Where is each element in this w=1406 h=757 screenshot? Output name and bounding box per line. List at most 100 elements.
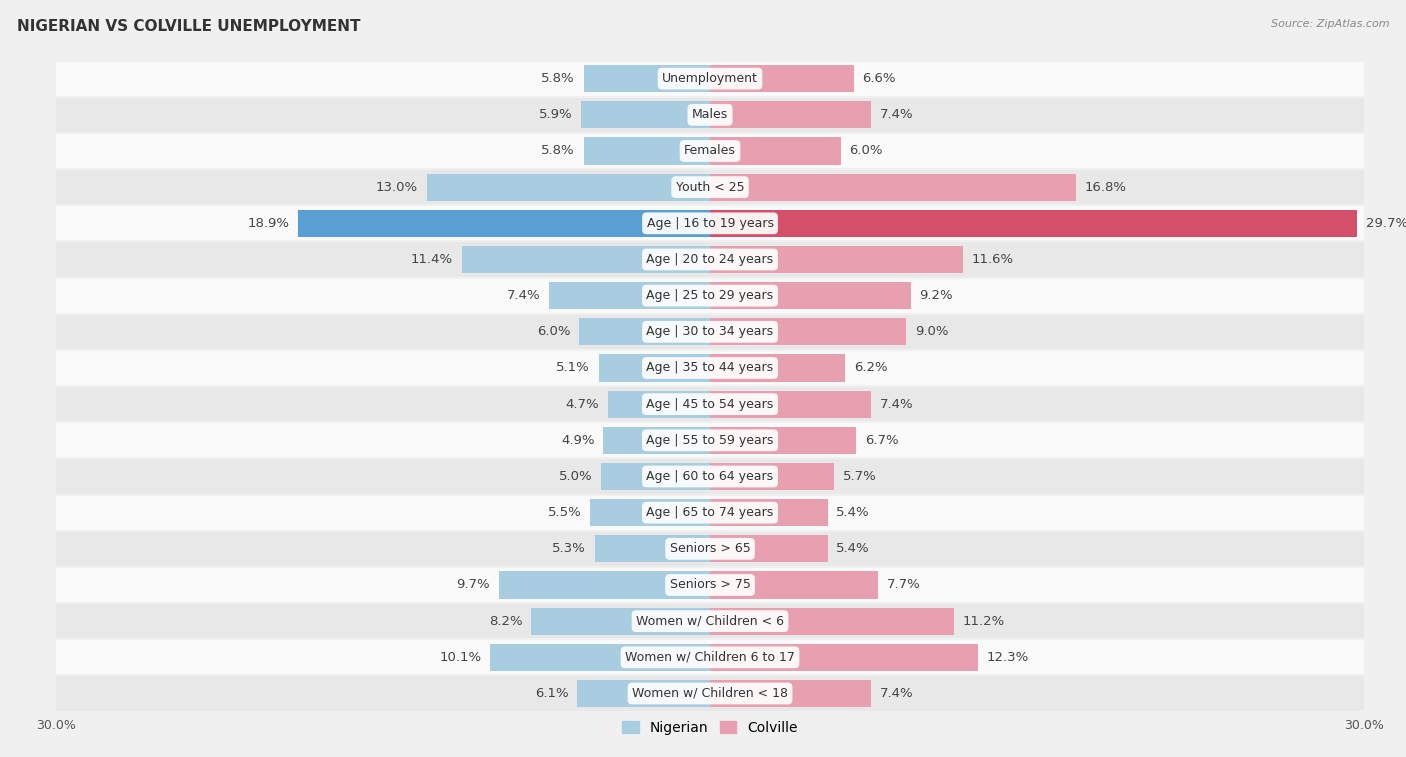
Text: 5.4%: 5.4% (837, 542, 870, 556)
Text: 7.4%: 7.4% (880, 108, 914, 121)
Text: 8.2%: 8.2% (489, 615, 523, 628)
Bar (56, 422, 1364, 459)
Text: 6.2%: 6.2% (853, 362, 887, 375)
Text: 7.4%: 7.4% (880, 397, 914, 410)
Text: Age | 65 to 74 years: Age | 65 to 74 years (647, 506, 773, 519)
Bar (427, 173, 710, 201)
Text: Seniors > 75: Seniors > 75 (669, 578, 751, 591)
Text: 7.4%: 7.4% (506, 289, 540, 302)
Bar (710, 354, 845, 382)
Bar (56, 278, 1364, 313)
Legend: Nigerian, Colville: Nigerian, Colville (617, 715, 803, 740)
Text: Age | 25 to 29 years: Age | 25 to 29 years (647, 289, 773, 302)
Text: 5.8%: 5.8% (541, 72, 575, 85)
Bar (489, 643, 710, 671)
Text: 5.9%: 5.9% (538, 108, 572, 121)
Text: 5.8%: 5.8% (541, 145, 575, 157)
Text: 6.6%: 6.6% (862, 72, 896, 85)
Bar (461, 246, 710, 273)
Bar (56, 603, 1364, 639)
Bar (298, 210, 710, 237)
Bar (710, 463, 834, 490)
Bar (710, 101, 872, 129)
Text: Age | 16 to 19 years: Age | 16 to 19 years (647, 217, 773, 230)
Bar (56, 61, 1364, 97)
Text: 5.5%: 5.5% (548, 506, 582, 519)
Text: Age | 35 to 44 years: Age | 35 to 44 years (647, 362, 773, 375)
Bar (710, 535, 828, 562)
Bar (710, 65, 853, 92)
Bar (56, 494, 1364, 531)
Text: 11.2%: 11.2% (963, 615, 1005, 628)
Text: Age | 45 to 54 years: Age | 45 to 54 years (647, 397, 773, 410)
Bar (56, 675, 1364, 712)
Bar (56, 350, 1364, 386)
Text: 16.8%: 16.8% (1085, 181, 1126, 194)
Bar (603, 427, 710, 454)
Bar (710, 427, 856, 454)
Text: 6.0%: 6.0% (537, 326, 571, 338)
Text: 12.3%: 12.3% (987, 651, 1029, 664)
Text: Males: Males (692, 108, 728, 121)
Text: 5.0%: 5.0% (558, 470, 592, 483)
Text: Women w/ Children 6 to 17: Women w/ Children 6 to 17 (626, 651, 794, 664)
Text: 6.0%: 6.0% (849, 145, 883, 157)
Bar (56, 639, 1364, 675)
Bar (710, 318, 905, 345)
Bar (583, 65, 710, 92)
Bar (576, 680, 710, 707)
Bar (710, 499, 828, 526)
Text: 11.4%: 11.4% (411, 253, 453, 266)
Bar (56, 386, 1364, 422)
Text: Age | 55 to 59 years: Age | 55 to 59 years (647, 434, 773, 447)
Text: Females: Females (685, 145, 735, 157)
Bar (710, 210, 1357, 237)
Bar (710, 391, 872, 418)
Bar (56, 313, 1364, 350)
Bar (710, 608, 955, 634)
Bar (602, 463, 710, 490)
Text: Women w/ Children < 6: Women w/ Children < 6 (636, 615, 785, 628)
Text: 5.7%: 5.7% (844, 470, 877, 483)
Text: NIGERIAN VS COLVILLE UNEMPLOYMENT: NIGERIAN VS COLVILLE UNEMPLOYMENT (17, 19, 360, 34)
Text: 18.9%: 18.9% (247, 217, 290, 230)
Bar (56, 241, 1364, 278)
Text: Age | 30 to 34 years: Age | 30 to 34 years (647, 326, 773, 338)
Text: 5.4%: 5.4% (837, 506, 870, 519)
Bar (607, 391, 710, 418)
Text: Women w/ Children < 18: Women w/ Children < 18 (633, 687, 787, 700)
Text: 9.0%: 9.0% (915, 326, 949, 338)
Bar (710, 173, 1076, 201)
Text: 5.3%: 5.3% (553, 542, 586, 556)
Text: 7.7%: 7.7% (887, 578, 921, 591)
Text: Youth < 25: Youth < 25 (676, 181, 744, 194)
Text: 9.7%: 9.7% (457, 578, 489, 591)
Bar (56, 205, 1364, 241)
Bar (583, 138, 710, 164)
Bar (710, 680, 872, 707)
Text: 29.7%: 29.7% (1367, 217, 1406, 230)
Text: Age | 20 to 24 years: Age | 20 to 24 years (647, 253, 773, 266)
Bar (599, 354, 710, 382)
Text: 6.1%: 6.1% (534, 687, 568, 700)
Bar (531, 608, 710, 634)
Bar (56, 459, 1364, 494)
Bar (56, 97, 1364, 133)
Text: Age | 60 to 64 years: Age | 60 to 64 years (647, 470, 773, 483)
Text: 13.0%: 13.0% (375, 181, 418, 194)
Bar (56, 169, 1364, 205)
Bar (579, 318, 710, 345)
Bar (56, 531, 1364, 567)
Text: 10.1%: 10.1% (439, 651, 481, 664)
Bar (710, 643, 979, 671)
Text: Unemployment: Unemployment (662, 72, 758, 85)
Text: Source: ZipAtlas.com: Source: ZipAtlas.com (1271, 19, 1389, 29)
Text: 5.1%: 5.1% (557, 362, 591, 375)
Bar (710, 572, 877, 599)
Bar (710, 138, 841, 164)
Bar (548, 282, 710, 309)
Bar (499, 572, 710, 599)
Text: 7.4%: 7.4% (880, 687, 914, 700)
Bar (591, 499, 710, 526)
Bar (710, 282, 911, 309)
